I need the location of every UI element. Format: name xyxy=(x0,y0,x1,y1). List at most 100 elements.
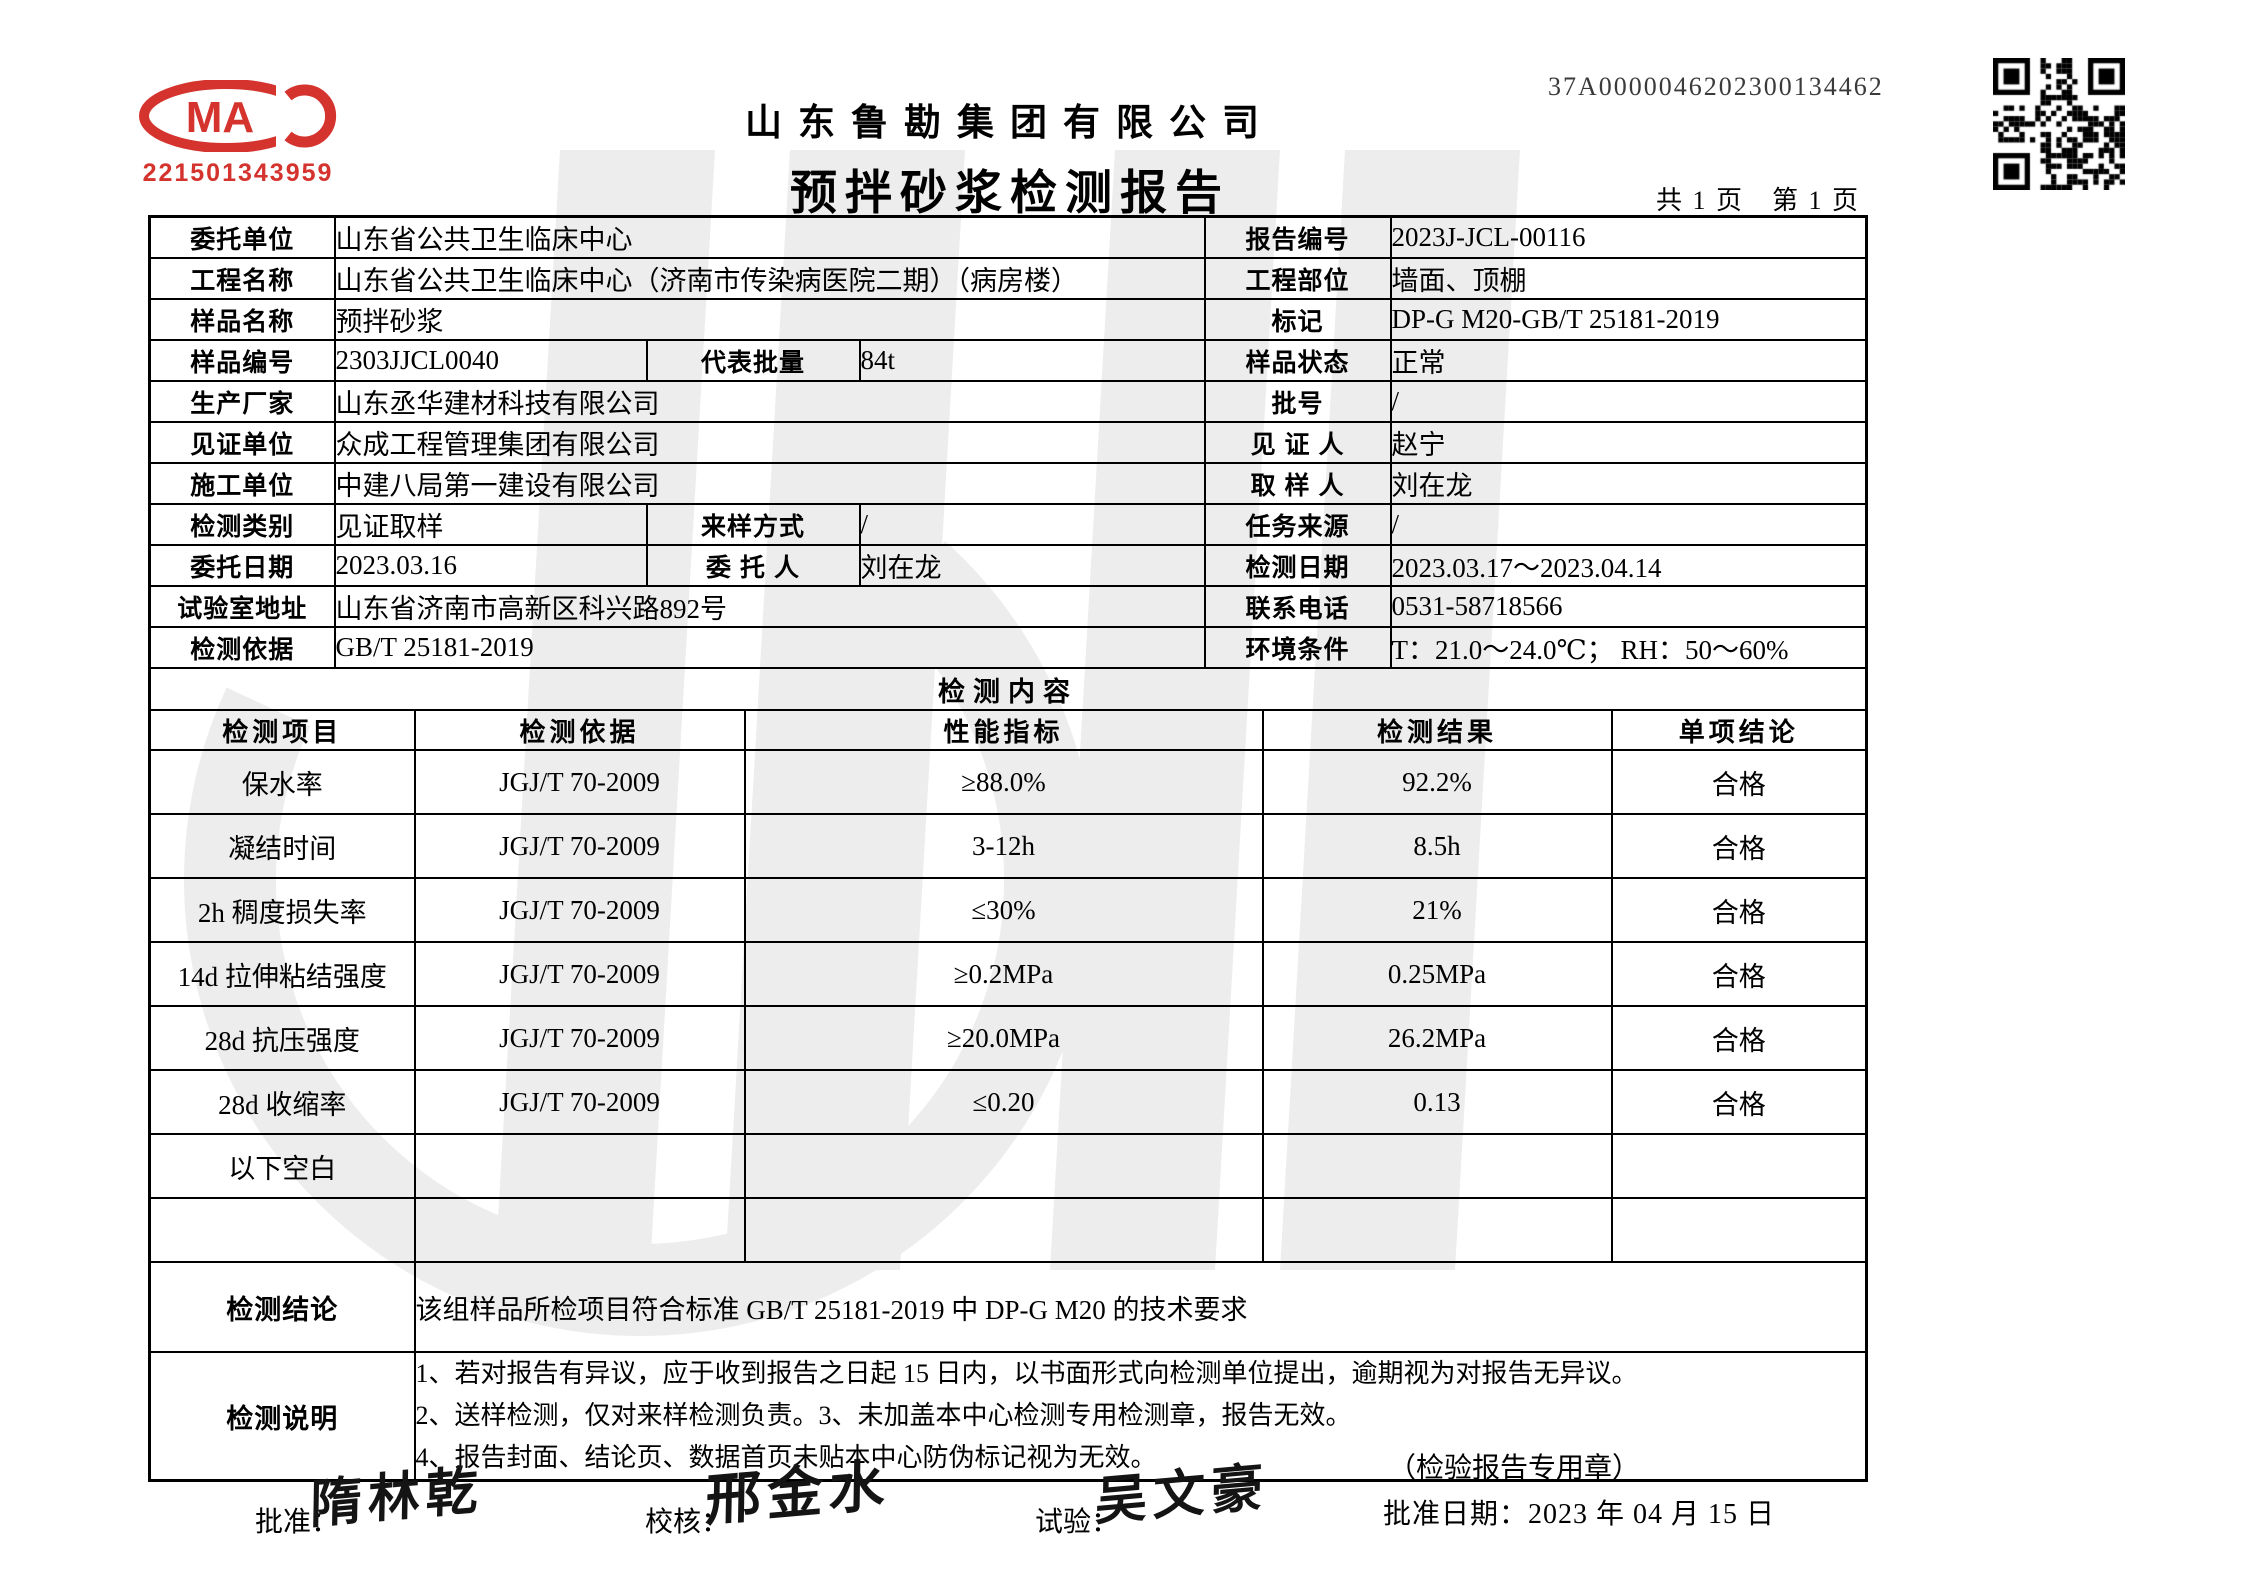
cma-logo-icon: MA xyxy=(139,79,338,153)
field-value: 山东省公共卫生临床中心（济南市传染病医院二期）（病房楼） xyxy=(333,257,1206,300)
stamp-note: （检验报告专用章） xyxy=(1388,1453,1641,1484)
empty-cell xyxy=(1261,1133,1613,1199)
cma-certificate-number: 221501343959 xyxy=(142,159,334,187)
field-value: / xyxy=(1389,503,1868,546)
page-count: 共 1 页 第 1 页 xyxy=(1655,186,1860,215)
company-name: 山东鲁勘集团有限公司 xyxy=(745,102,1275,143)
field-label: 见 证 人 xyxy=(1203,421,1392,464)
item-conclusion: 合格 xyxy=(1610,749,1868,815)
field-value: 正常 xyxy=(1389,339,1868,382)
test-result: 8.5h xyxy=(1261,813,1613,879)
field-label: 检测类别 xyxy=(148,503,336,546)
test-item: 凝结时间 xyxy=(148,813,416,879)
field-label: 见证单位 xyxy=(148,421,336,464)
table-row: 样品编号 2303JJCL0040 代表批量 84t 样品状态 正常 xyxy=(148,339,1868,382)
empty-cell xyxy=(743,1197,1264,1263)
approve-signature: 隋林乾 xyxy=(309,1462,485,1535)
field-value: GB/T 25181-2019 xyxy=(333,626,1206,669)
field-label: 委托日期 xyxy=(148,544,336,587)
item-conclusion: 合格 xyxy=(1610,813,1868,879)
test-item: 28d 收缩率 xyxy=(148,1069,416,1135)
empty-cell xyxy=(1610,1197,1868,1263)
field-value: 墙面、顶棚 xyxy=(1389,257,1868,300)
approve-date: 批准日期：2023 年 04 月 15 日 xyxy=(1383,1499,1776,1530)
notes-label: 检测说明 xyxy=(148,1351,416,1482)
blank-note: 以下空白 xyxy=(148,1133,416,1199)
table-row: 见证单位 众成工程管理集团有限公司 见 证 人 赵宁 xyxy=(148,421,1868,464)
note-line: 2、送样检测，仅对来样检测负责。3、未加盖本中心检测专用检测章，报告无效。 xyxy=(415,1401,1352,1430)
test-basis: JGJ/T 70-2009 xyxy=(413,749,746,815)
section-title: 检测内容 xyxy=(148,667,1868,711)
section-header-row: 检测内容 xyxy=(148,667,1868,711)
empty-cell xyxy=(413,1197,746,1263)
result-row: 保水率 JGJ/T 70-2009 ≥88.0% 92.2% 合格 xyxy=(148,749,1868,815)
notes-row: 检测说明 1、若对报告有异议，应于收到报告之日起 15 日内，以书面形式向检测单… xyxy=(148,1351,1868,1482)
field-label: 施工单位 xyxy=(148,462,336,505)
test-item: 14d 拉伸粘结强度 xyxy=(148,941,416,1007)
empty-cell xyxy=(1610,1133,1868,1199)
field-value: 预拌砂浆 xyxy=(333,298,1206,341)
column-header-row: 检测项目 检测依据 性能指标 检测结果 单项结论 xyxy=(148,709,1868,751)
field-value: 山东丞华建材科技有限公司 xyxy=(333,380,1206,423)
table-row: 委托日期 2023.03.16 委 托 人 刘在龙 检测日期 2023.03.1… xyxy=(148,544,1868,587)
notes-text: 1、若对报告有异议，应于收到报告之日起 15 日内，以书面形式向检测单位提出，逾… xyxy=(413,1351,1868,1482)
cma-mark: MA 221501343959 xyxy=(138,79,338,188)
field-value: 刘在龙 xyxy=(858,544,1206,587)
field-value: 刘在龙 xyxy=(1389,462,1868,505)
item-conclusion: 合格 xyxy=(1610,1069,1868,1135)
conclusion-label: 检测结论 xyxy=(148,1261,416,1353)
result-row: 28d 收缩率 JGJ/T 70-2009 ≤0.20 0.13 合格 xyxy=(148,1069,1868,1135)
field-label: 工程名称 xyxy=(148,257,336,300)
field-label: 委托单位 xyxy=(148,215,336,259)
column-header: 单项结论 xyxy=(1610,709,1868,751)
result-row: 2h 稠度损失率 JGJ/T 70-2009 ≤30% 21% 合格 xyxy=(148,877,1868,943)
test-label: 试验： xyxy=(1035,1507,1120,1538)
field-value: T：21.0～24.0℃； RH：50～60% xyxy=(1389,626,1868,669)
table-row: 检测类别 见证取样 来样方式 / 任务来源 / xyxy=(148,503,1868,546)
field-label: 批号 xyxy=(1203,380,1392,423)
field-value: 84t xyxy=(858,339,1206,382)
table-row: 样品名称 预拌砂浆 标记 DP-G M20-GB/T 25181-2019 xyxy=(148,298,1868,341)
field-value: DP-G M20-GB/T 25181-2019 xyxy=(1389,298,1868,341)
field-label: 检测日期 xyxy=(1203,544,1392,587)
performance-index: ≤0.20 xyxy=(743,1069,1264,1135)
performance-index: ≤30% xyxy=(743,877,1264,943)
field-label: 联系电话 xyxy=(1203,585,1392,628)
test-result: 92.2% xyxy=(1261,749,1613,815)
test-result: 26.2MPa xyxy=(1261,1005,1613,1071)
field-label: 标记 xyxy=(1203,298,1392,341)
table-row: 试验室地址 山东省济南市高新区科兴路892号 联系电话 0531-5871856… xyxy=(148,585,1868,628)
field-label: 代表批量 xyxy=(645,339,861,382)
field-value: 山东省公共卫生临床中心 xyxy=(333,215,1206,259)
empty-cell xyxy=(148,1197,416,1263)
column-header: 检测结果 xyxy=(1261,709,1613,751)
field-value: 赵宁 xyxy=(1389,421,1868,464)
test-item: 28d 抗压强度 xyxy=(148,1005,416,1071)
table-row: 委托单位 山东省公共卫生临床中心 报告编号 2023J-JCL-00116 xyxy=(148,215,1868,259)
test-basis: JGJ/T 70-2009 xyxy=(413,941,746,1007)
blank-row xyxy=(148,1197,1868,1263)
field-label: 生产厂家 xyxy=(148,380,336,423)
performance-index: 3-12h xyxy=(743,813,1264,879)
table-row: 工程名称 山东省公共卫生临床中心（济南市传染病医院二期）（病房楼） 工程部位 墙… xyxy=(148,257,1868,300)
table-row: 施工单位 中建八局第一建设有限公司 取 样 人 刘在龙 xyxy=(148,462,1868,505)
field-label: 取 样 人 xyxy=(1203,462,1392,505)
result-row: 14d 拉伸粘结强度 JGJ/T 70-2009 ≥0.2MPa 0.25MPa… xyxy=(148,941,1868,1007)
test-item: 保水率 xyxy=(148,749,416,815)
field-value: 2023.03.16 xyxy=(333,544,648,587)
field-label: 试验室地址 xyxy=(148,585,336,628)
field-label: 报告编号 xyxy=(1203,215,1392,259)
field-label: 样品状态 xyxy=(1203,339,1392,382)
performance-index: ≥20.0MPa xyxy=(743,1005,1264,1071)
field-value: / xyxy=(858,503,1206,546)
item-conclusion: 合格 xyxy=(1610,941,1868,1007)
item-conclusion: 合格 xyxy=(1610,1005,1868,1071)
field-value: 见证取样 xyxy=(333,503,648,546)
test-basis: JGJ/T 70-2009 xyxy=(413,1005,746,1071)
test-result: 0.13 xyxy=(1261,1069,1613,1135)
test-basis: JGJ/T 70-2009 xyxy=(413,1069,746,1135)
page-title: 预拌砂浆检测报告 xyxy=(790,166,1230,219)
field-label: 样品名称 xyxy=(148,298,336,341)
field-value: 2023J-JCL-00116 xyxy=(1389,215,1868,259)
